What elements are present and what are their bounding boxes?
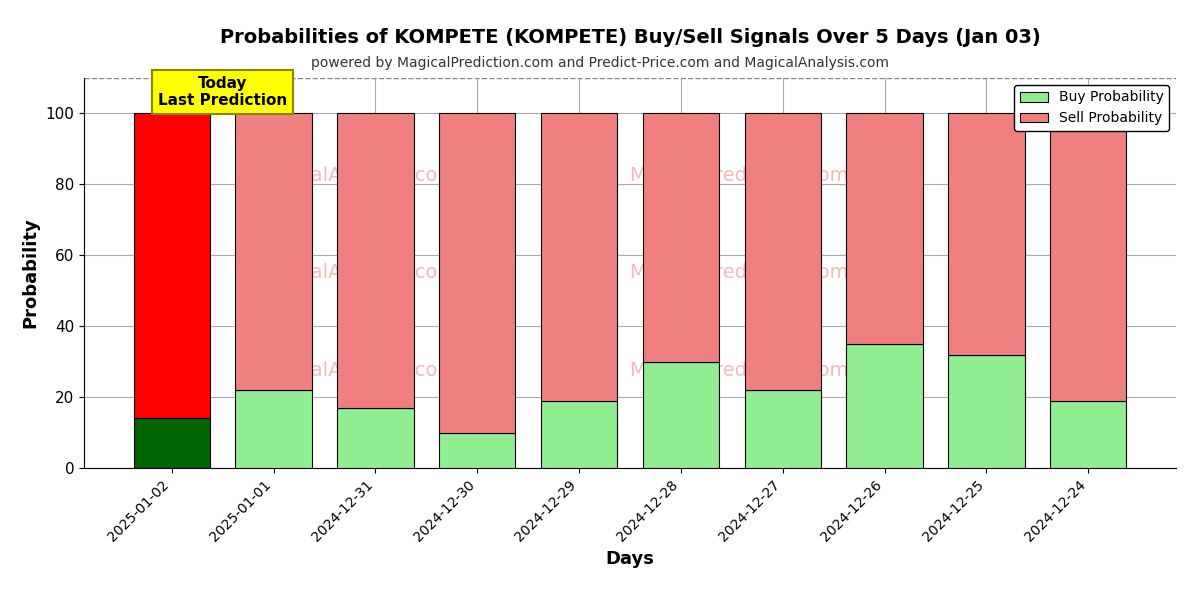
- Text: MagicalPrediction.com: MagicalPrediction.com: [630, 361, 848, 380]
- Text: MagicalPrediction.com: MagicalPrediction.com: [630, 166, 848, 185]
- Bar: [1050, 113, 1127, 401]
- Text: Today
Last Prediction: Today Last Prediction: [158, 76, 287, 109]
- Y-axis label: Probability: Probability: [22, 218, 40, 328]
- Bar: [846, 344, 923, 468]
- Bar: [541, 401, 617, 468]
- Bar: [337, 408, 414, 468]
- Text: MagicalPrediction.com: MagicalPrediction.com: [630, 263, 848, 283]
- Text: calAnalysis.com: calAnalysis.com: [301, 166, 457, 185]
- Bar: [133, 418, 210, 468]
- Text: calAnalysis.com: calAnalysis.com: [301, 263, 457, 283]
- Bar: [235, 390, 312, 468]
- Bar: [846, 113, 923, 344]
- Bar: [1050, 401, 1127, 468]
- Bar: [133, 113, 210, 418]
- Bar: [744, 113, 821, 390]
- Bar: [643, 113, 719, 362]
- Bar: [541, 113, 617, 401]
- X-axis label: Days: Days: [606, 550, 654, 568]
- Bar: [744, 390, 821, 468]
- Legend: Buy Probability, Sell Probability: Buy Probability, Sell Probability: [1014, 85, 1169, 131]
- Bar: [337, 113, 414, 408]
- Bar: [948, 355, 1025, 468]
- Bar: [235, 113, 312, 390]
- Title: Probabilities of KOMPETE (KOMPETE) Buy/Sell Signals Over 5 Days (Jan 03): Probabilities of KOMPETE (KOMPETE) Buy/S…: [220, 28, 1040, 47]
- Text: calAnalysis.com: calAnalysis.com: [301, 361, 457, 380]
- Bar: [439, 433, 516, 468]
- Bar: [439, 113, 516, 433]
- Bar: [643, 362, 719, 468]
- Bar: [948, 113, 1025, 355]
- Text: powered by MagicalPrediction.com and Predict-Price.com and MagicalAnalysis.com: powered by MagicalPrediction.com and Pre…: [311, 56, 889, 70]
